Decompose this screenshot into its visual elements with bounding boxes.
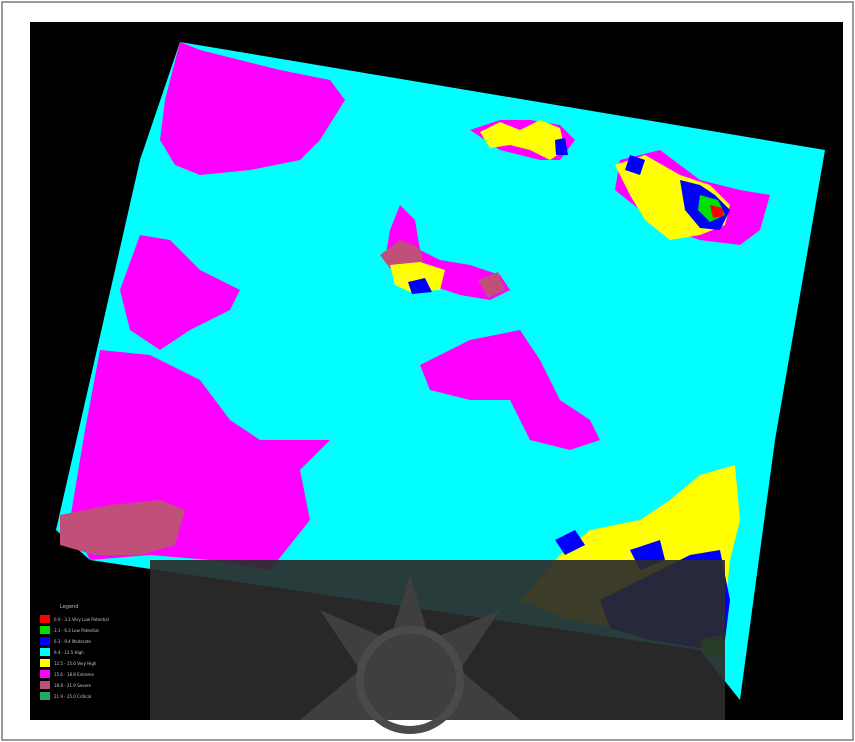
legend-swatch bbox=[40, 637, 50, 645]
legend-swatch bbox=[40, 692, 50, 700]
legend-label: 12.5 - 15.6 Very High bbox=[54, 660, 97, 666]
legend-swatch bbox=[40, 670, 50, 678]
legend-title: Legend bbox=[60, 604, 79, 610]
legend-label: 6.3 - 9.4 Moderate bbox=[54, 638, 92, 644]
legend-label: 3.1 - 6.3 Low Potential bbox=[54, 627, 99, 633]
legend-label: 18.8 - 21.9 Severe bbox=[54, 682, 91, 688]
legend-swatch bbox=[40, 648, 50, 656]
legend-swatch bbox=[40, 615, 50, 623]
map-legend: Legend 0.0 - 3.1 Very Low Potential 3.1 -… bbox=[40, 604, 150, 702]
legend-swatch bbox=[40, 626, 50, 634]
watermark bbox=[150, 560, 725, 734]
legend-label: 15.6 - 18.8 Extreme bbox=[54, 671, 94, 677]
legend-swatch bbox=[40, 659, 50, 667]
legend-item: 12.5 - 15.6 Very High bbox=[40, 658, 150, 668]
legend-label: 9.4 - 12.5 High bbox=[54, 649, 84, 655]
legend-item: 9.4 - 12.5 High bbox=[40, 647, 150, 657]
legend-item: 3.1 - 6.3 Low Potential bbox=[40, 625, 150, 635]
legend-label: 21.9 - 25.0 Critical bbox=[54, 693, 92, 699]
legend-item: 0.0 - 3.1 Very Low Potential bbox=[40, 614, 150, 624]
legend-swatch bbox=[40, 681, 50, 689]
legend-label: 0.0 - 3.1 Very Low Potential bbox=[54, 616, 109, 622]
legend-item: 15.6 - 18.8 Extreme bbox=[40, 669, 150, 679]
legend-item: 6.3 - 9.4 Moderate bbox=[40, 636, 150, 646]
legend-item: 18.8 - 21.9 Severe bbox=[40, 680, 150, 690]
legend-item: 21.9 - 25.0 Critical bbox=[40, 691, 150, 701]
class-very-low-region bbox=[710, 205, 724, 218]
